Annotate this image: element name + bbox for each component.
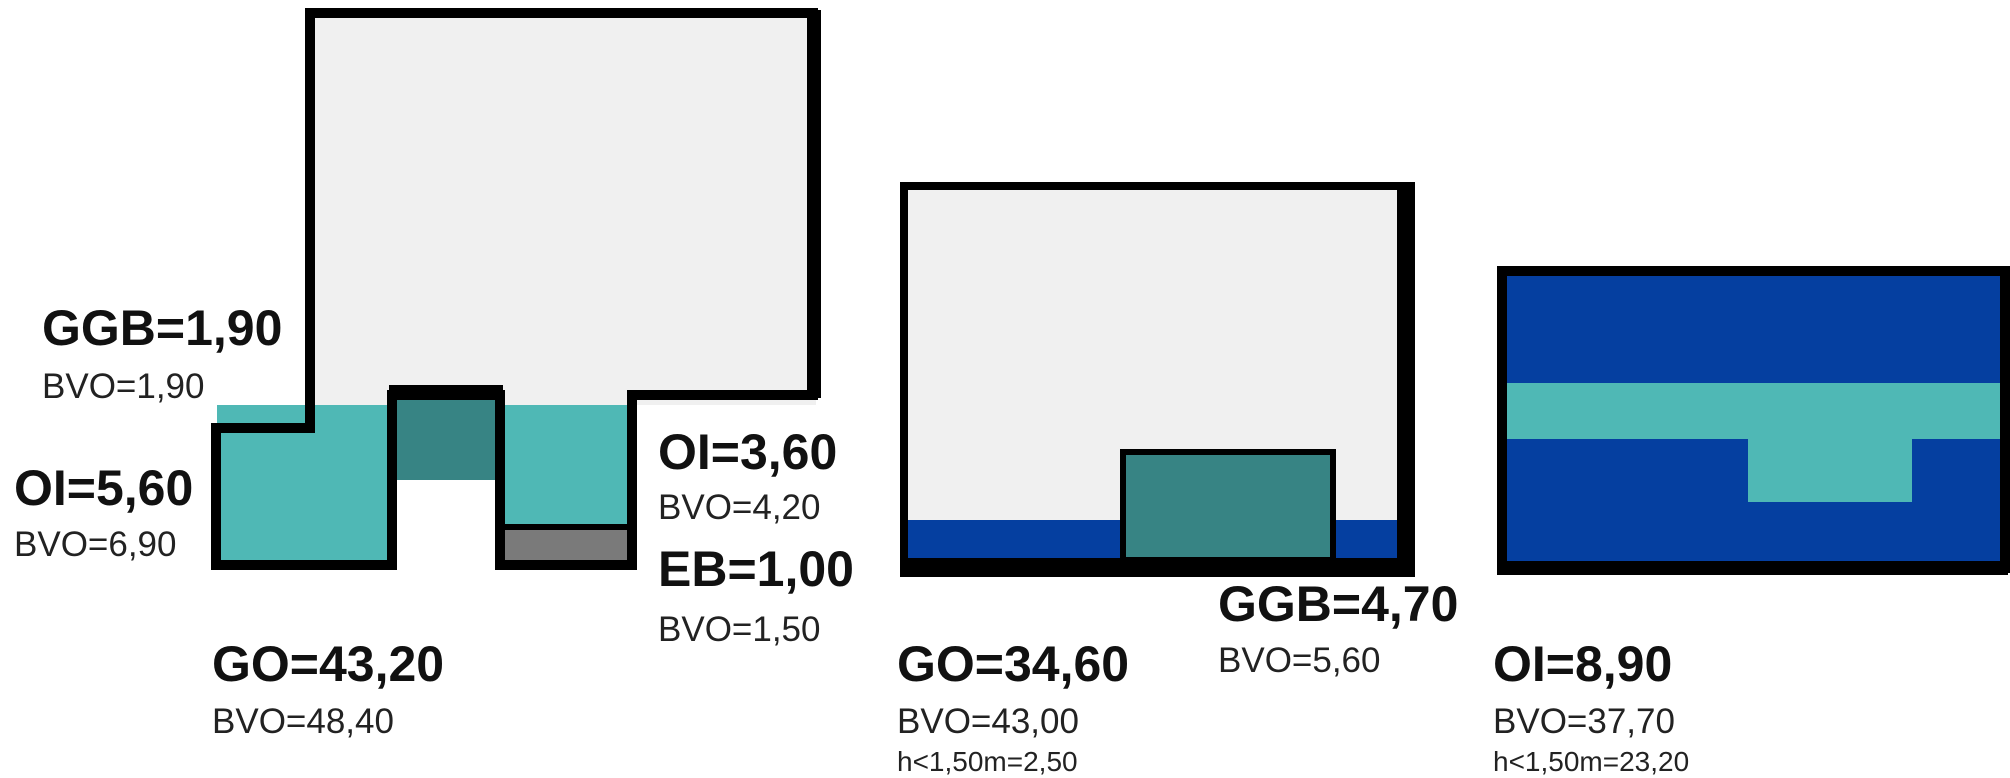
d2-ggb-box [1120,449,1336,563]
d1-oi-right-bvo: BVO=4,20 [658,488,821,527]
d1-oi-right-label: OI=3,60 [658,424,838,480]
d1-eb-area [500,527,632,565]
d2-go-bvo: BVO=43,00 [897,702,1079,741]
d2-ggb-bvo: BVO=5,60 [1218,641,1381,680]
d1-go-bvo: BVO=48,40 [212,702,394,741]
d1-ggb-bvo: BVO=1,90 [42,367,205,406]
d3-oi-bvo: BVO=37,70 [1493,702,1675,741]
d1-ggb-area [392,398,500,480]
diagram-2 [900,182,1415,577]
d1-oi-strip-left [310,405,392,423]
d2-go-note: h<1,50m=2,50 [897,746,1078,777]
d1-main-room [310,10,816,405]
d1-eb-label: EB=1,00 [658,541,854,597]
d1-oi-right-area [500,405,632,525]
d1-ggb-label: GGB=1,90 [42,300,283,356]
d1-go-label: GO=43,20 [212,636,445,692]
d3-oi-label: OI=8,90 [1493,636,1673,692]
d2-go-label: GO=34,60 [897,636,1130,692]
d3-oi-note: h<1,50m=23,20 [1493,746,1690,777]
d1-eb-bvo: BVO=1,50 [658,610,821,649]
d3-turquoise-band [1505,383,2002,439]
diagram-1 [211,8,821,570]
d3-turquoise-notch [1748,436,1912,502]
diagram-3 [1497,266,2010,575]
d2-ggb-label: GGB=4,70 [1218,576,1459,632]
d1-oi-left-label: OI=5,60 [14,460,194,516]
d1-oi-left-bvo: BVO=6,90 [14,525,177,564]
